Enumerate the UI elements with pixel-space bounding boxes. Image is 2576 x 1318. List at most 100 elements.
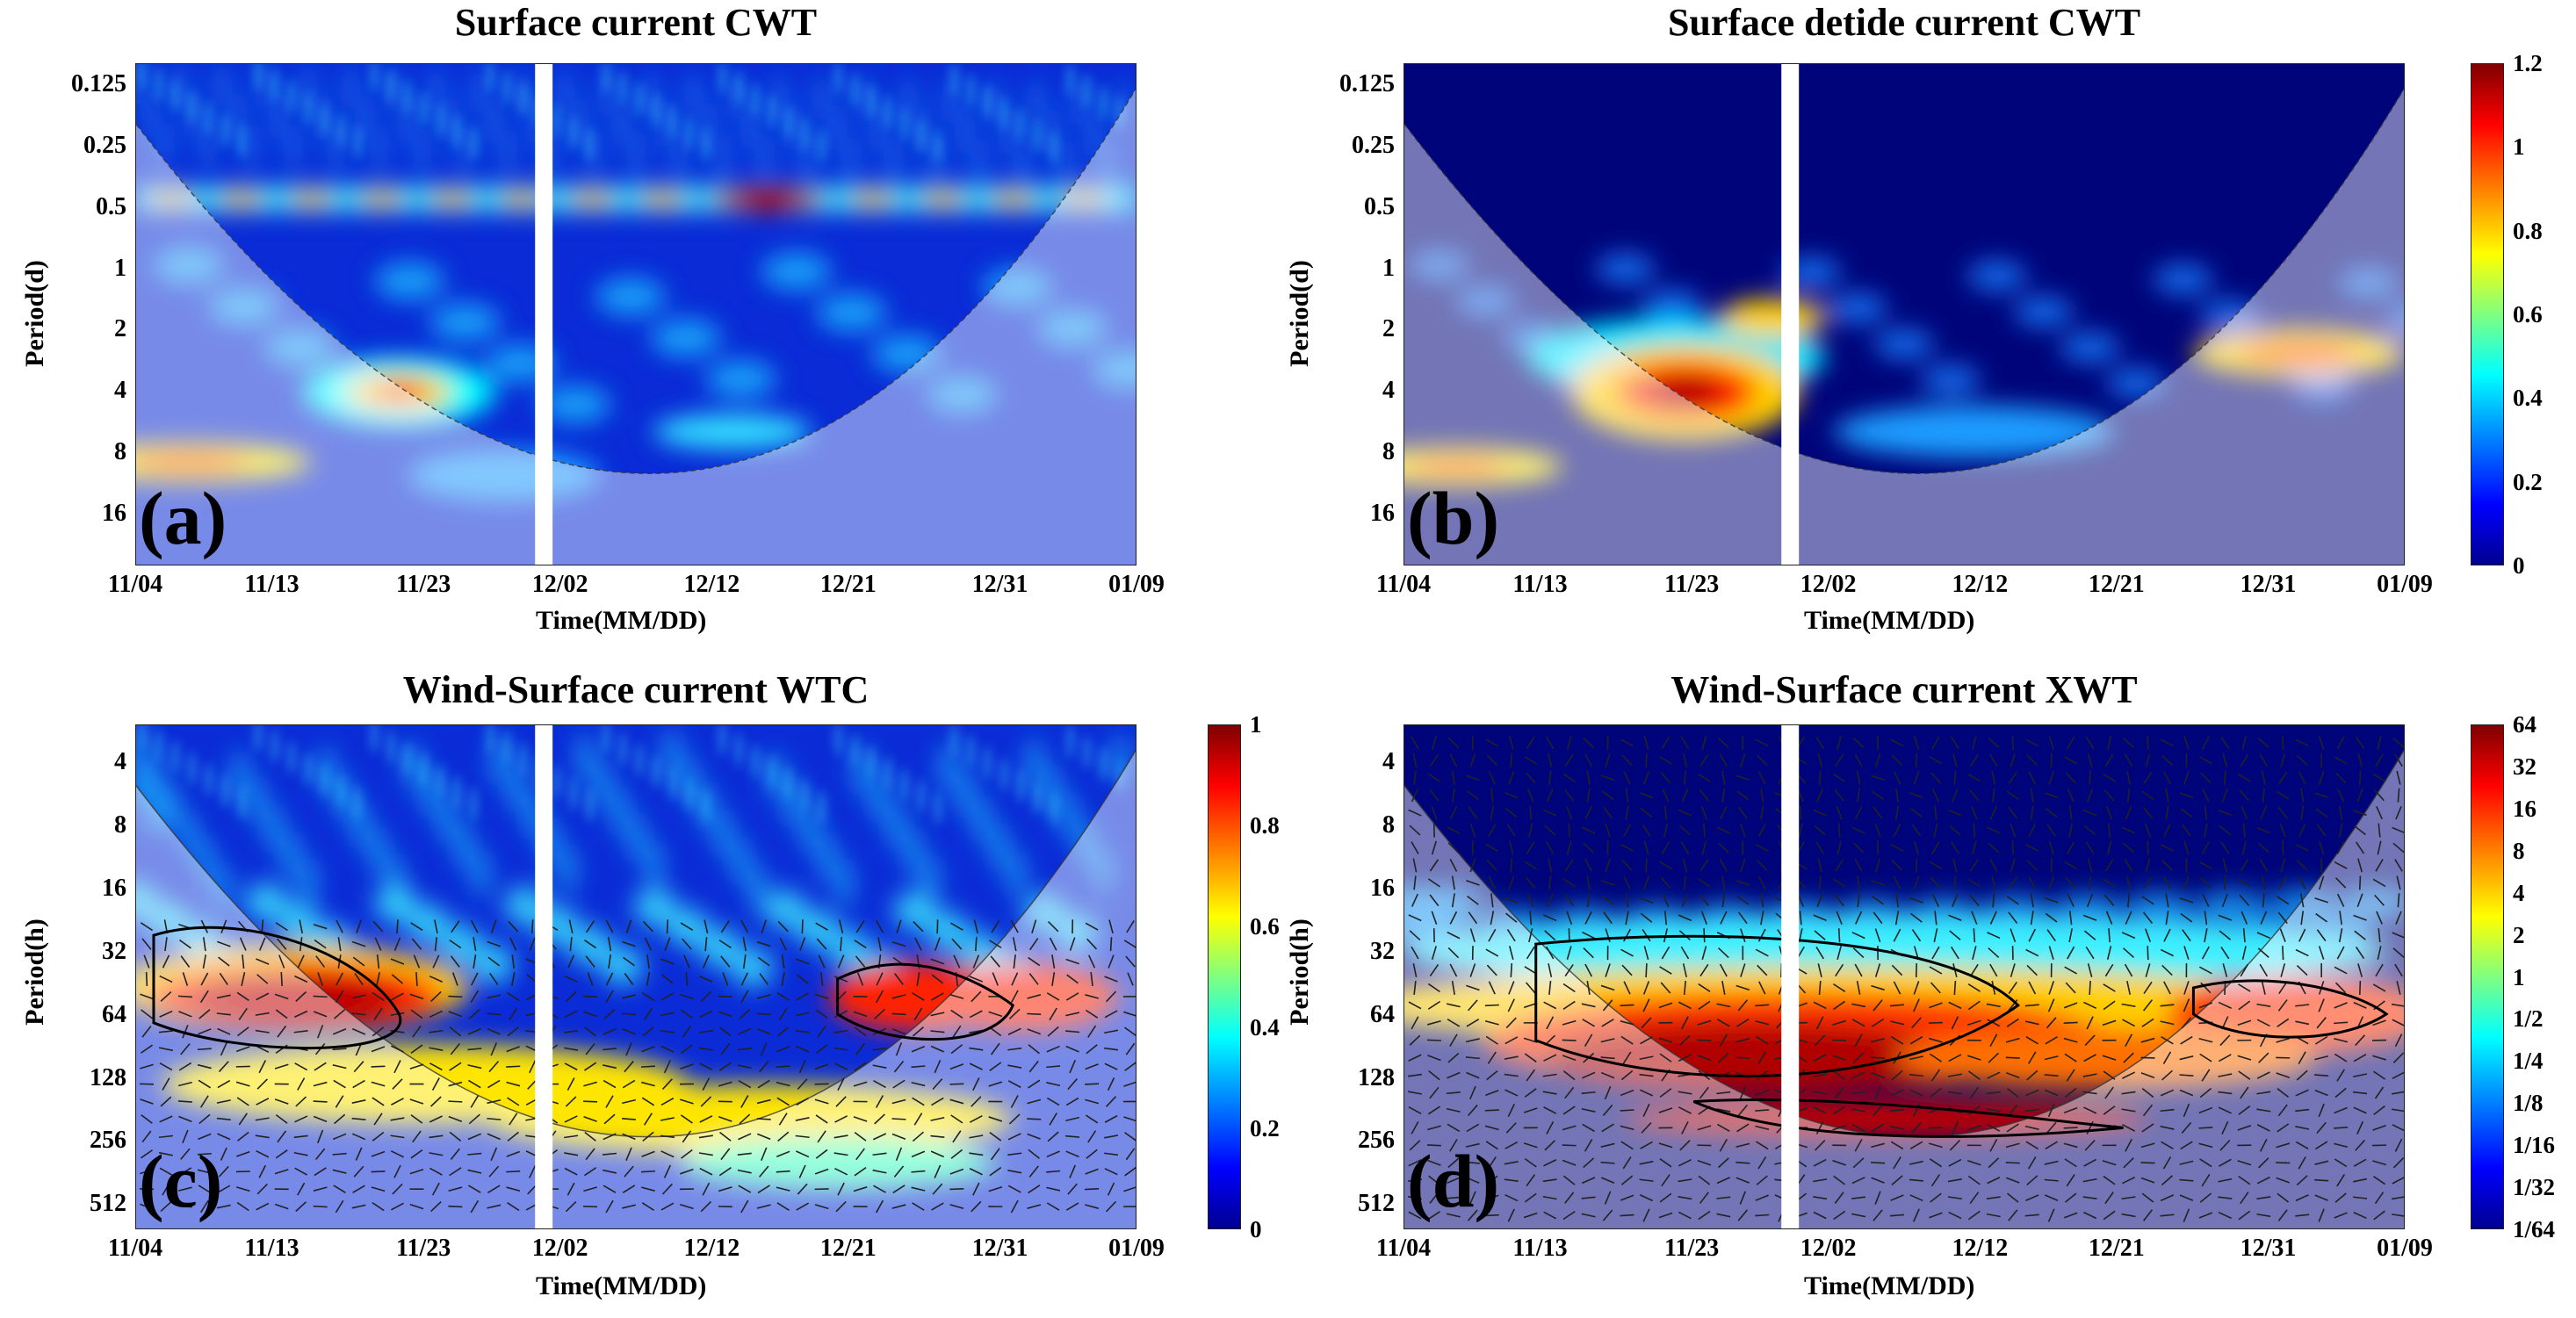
- panel-c-xtick: 12/12: [683, 1235, 740, 1262]
- panel-d-colorbar-tick: 32: [2513, 753, 2536, 780]
- panel-a: Surface current CWT 0.125 0.25 0.5 1 2 4 8 16 1…: [0, 0, 1282, 650]
- panel-b-colorbar: [2471, 63, 2504, 565]
- panel-c-xtick: 11/13: [244, 1235, 299, 1262]
- panel-a-ytick: 1: [114, 254, 126, 282]
- panel-d-ytick: 8: [1382, 811, 1395, 839]
- panel-a-ytick: 4: [114, 377, 126, 405]
- panel-d-colorbar-tick: 1/16: [2513, 1132, 2556, 1159]
- panel-c-ytick: 8: [114, 811, 126, 839]
- panel-d-xtick: 11/13: [1512, 1235, 1568, 1262]
- panel-d-xtick: 12/21: [2088, 1235, 2145, 1262]
- panel-c-xtick: 12/31: [971, 1235, 1028, 1262]
- panel-a-heatmap: [136, 64, 1136, 565]
- panel-c-ytick: 32: [102, 937, 126, 965]
- panel-a-xtick: 01/09: [1108, 571, 1165, 598]
- panel-d-colorbar-tick: 8: [2513, 837, 2525, 864]
- panel-c-ytick: 128: [90, 1063, 126, 1091]
- panel-c-ytick: 512: [90, 1190, 126, 1218]
- panel-c-ytick: 64: [102, 1000, 126, 1028]
- panel-a-xtick: 12/21: [819, 571, 877, 598]
- panel-d-plot: [1403, 724, 2405, 1229]
- panel-c: Wind-Surface current WTC 4 8 16 32 64 128 256 5…: [0, 667, 1282, 1318]
- panel-b-colorbar-tick: 0.4: [2513, 385, 2543, 412]
- panel-b-xtick: 12/02: [1800, 571, 1857, 598]
- panel-c-colorbar-tick: 0.6: [1250, 913, 1280, 940]
- panel-d: Wind-Surface current XWT 4 8 16 32 64 128 256 5…: [1282, 667, 2576, 1318]
- panel-c-colorbar-tick: 0: [1250, 1216, 1262, 1242]
- panel-c-xtick: 12/21: [819, 1235, 877, 1262]
- panel-b-xtick: 01/09: [2377, 571, 2433, 598]
- panel-c-xtick: 11/23: [396, 1235, 451, 1262]
- panel-b-ytick: 4: [1382, 377, 1395, 405]
- panel-d-colorbar: [2471, 724, 2504, 1229]
- panel-d-ytick: 512: [1358, 1190, 1395, 1218]
- panel-d-ytick: 256: [1358, 1127, 1395, 1155]
- panel-b-ytick: 1: [1382, 254, 1395, 282]
- panel-c-phase-arrows: [139, 919, 1136, 1214]
- panel-b-ytick: 16: [1370, 499, 1395, 527]
- panel-b-ytick: 8: [1382, 437, 1395, 465]
- panel-b-colorbar-tick: 1: [2513, 133, 2525, 161]
- panel-d-colorbar-tick: 1/64: [2513, 1216, 2556, 1242]
- panel-a-title: Surface current CWT: [454, 1, 818, 44]
- panel-d-xtick: 12/02: [1800, 1235, 1857, 1262]
- panel-c-colorbar-tick: 0.8: [1250, 812, 1280, 839]
- panel-d-xtick: 12/12: [1952, 1235, 2009, 1262]
- panel-d-ytick: 16: [1370, 874, 1395, 902]
- panel-a-ytick: 2: [114, 315, 126, 343]
- panel-b-xtick: 11/23: [1664, 571, 1720, 598]
- panel-a-ytick: 16: [102, 499, 126, 527]
- panel-b-xtick: 11/04: [1375, 571, 1432, 598]
- panel-c-plot: [135, 724, 1136, 1229]
- panel-a-plot: [135, 63, 1136, 565]
- panel-d-xtick: 11/23: [1664, 1235, 1720, 1262]
- panel-b-ytick: 0.125: [1339, 70, 1395, 98]
- panel-d-colorbar-tick: 1/2: [2513, 1005, 2544, 1033]
- panel-d-ytick: 4: [1382, 748, 1395, 776]
- panel-b-xtick: 12/21: [2088, 571, 2145, 598]
- panel-d-colorbar-tick: 4: [2513, 879, 2525, 906]
- panel-a-letter: (a): [139, 476, 227, 560]
- panel-d-colorbar-tick: 1/4: [2513, 1048, 2544, 1075]
- panel-b-colorbar-tick: 0.2: [2513, 468, 2543, 495]
- panel-d-xtick: 01/09: [2377, 1235, 2433, 1262]
- panel-c-xlabel: Time(MM/DD): [536, 1271, 707, 1300]
- panel-b-heatmap: [1404, 64, 2404, 565]
- panel-b-letter: (b): [1407, 476, 1500, 560]
- panel-a-ytick: 0.125: [71, 70, 126, 98]
- panel-c-letter: (c): [139, 1139, 223, 1223]
- panel-d-colorbar-tick: 1/8: [2513, 1090, 2544, 1117]
- panel-a-xtick: 11/23: [396, 571, 451, 598]
- panel-b-colorbar-tick: 0.8: [2513, 217, 2543, 244]
- panel-a-xtick: 11/04: [107, 571, 163, 598]
- panel-b-xtick: 12/31: [2240, 571, 2297, 598]
- panel-d-ylabel: Period(h): [1285, 918, 1314, 1026]
- panel-a-xlabel: Time(MM/DD): [536, 606, 707, 635]
- panel-d-xlabel: Time(MM/DD): [1804, 1271, 1975, 1300]
- panel-d-ytick: 128: [1358, 1063, 1395, 1091]
- panel-b-colorbar-tick: 0.6: [2513, 301, 2543, 328]
- panel-d-title: Wind-Surface current XWT: [1670, 668, 2138, 711]
- panel-b-xtick: 12/12: [1952, 571, 2009, 598]
- panel-c-colorbar-tick: 0.4: [1250, 1014, 1280, 1041]
- panel-b-colorbar-tick: 1.2: [2513, 50, 2543, 76]
- panel-a-ytick: 8: [114, 437, 126, 465]
- panel-c-heatmap: [136, 725, 1136, 1228]
- panel-c-ytick: 256: [90, 1127, 126, 1155]
- panel-a-ytick: 0.5: [96, 192, 126, 220]
- panel-a-xtick: 12/02: [531, 571, 588, 598]
- panel-d-ytick: 32: [1370, 937, 1395, 965]
- panel-a-xtick: 11/13: [244, 571, 299, 598]
- panel-b-title: Surface detide current CWT: [1667, 1, 2141, 44]
- panel-a-ylabel: Period(d): [20, 260, 49, 367]
- panel-d-colorbar-tick: 1/32: [2513, 1174, 2556, 1201]
- panel-b-ytick: 0.25: [1352, 132, 1395, 160]
- panel-b-xtick: 11/13: [1512, 571, 1568, 598]
- panel-d-phase-arrows: [1407, 735, 2404, 1222]
- panel-d-colorbar-tick: 16: [2513, 795, 2536, 822]
- panel-d-colorbar-tick: 2: [2513, 921, 2525, 948]
- panel-a-ytick: 0.25: [83, 132, 126, 160]
- panel-d-letter: (d): [1407, 1139, 1500, 1223]
- panel-d-xtick: 11/04: [1375, 1235, 1432, 1262]
- panel-b-xlabel: Time(MM/DD): [1804, 606, 1975, 635]
